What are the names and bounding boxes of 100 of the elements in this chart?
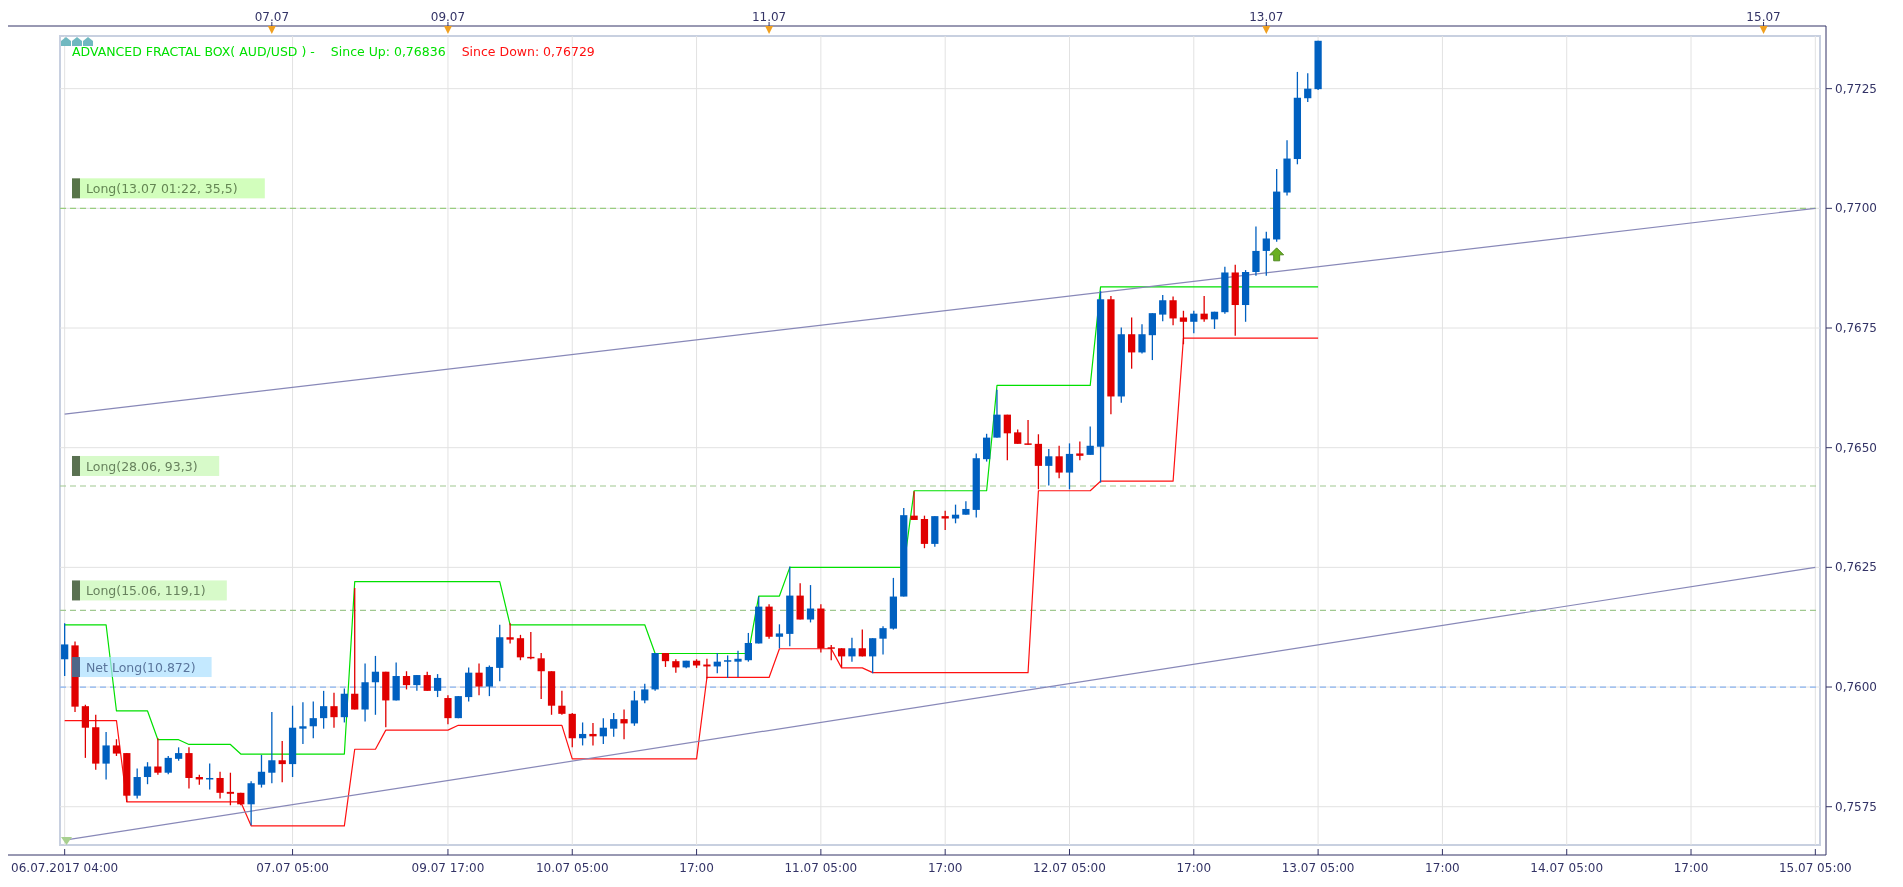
candlestick <box>599 717 607 745</box>
y-tick-label: 0,7575 <box>1835 799 1877 814</box>
x-tick-label: 10.07 05:00 <box>535 861 609 875</box>
candlestick <box>869 637 877 674</box>
text: Since Up: 0,76836 <box>330 44 446 59</box>
candlestick <box>351 587 359 711</box>
candlestick <box>589 722 597 747</box>
x-tick-label: 15.07 05:00 <box>1778 861 1852 875</box>
candlestick <box>226 772 235 806</box>
x-tick-label: 11.07 05:00 <box>784 861 858 875</box>
candlestick <box>982 433 991 463</box>
candlestick <box>1076 440 1084 461</box>
text: 09.07 <box>430 10 466 24</box>
candlestick <box>278 740 286 783</box>
line-series <box>64 286 1319 755</box>
x-tick-label: 17:00 <box>1176 861 1212 875</box>
candlestick <box>630 690 639 727</box>
candlestick <box>423 671 431 692</box>
y-tick-label: 0,7725 <box>1835 81 1877 96</box>
candlestick <box>1055 445 1063 479</box>
text: 15.07 <box>1746 10 1781 24</box>
candlestick <box>516 634 525 661</box>
candlestick <box>1159 294 1167 322</box>
candlestick <box>941 510 949 531</box>
candlestick <box>433 673 442 698</box>
candlestick <box>744 632 752 663</box>
line-series <box>64 337 1319 827</box>
candlestick <box>558 690 566 716</box>
candlestick <box>133 767 141 800</box>
candlestick <box>1304 72 1312 103</box>
candlestick <box>309 700 317 739</box>
x-tick-label: 13.07 05:00 <box>1281 861 1355 875</box>
candlestick <box>910 490 918 521</box>
candlestick <box>1024 419 1032 446</box>
candlestick <box>320 690 328 730</box>
x-tick-label: 07.07 05:00 <box>256 861 329 875</box>
candlestick <box>485 664 494 697</box>
candlestick <box>1045 448 1053 487</box>
candlestick <box>143 761 152 785</box>
x-tick-label: 09.07 17:00 <box>411 861 485 875</box>
ref-line-label: Net Long(10.872) <box>86 660 196 676</box>
candlestick <box>1169 295 1177 326</box>
candlestick <box>444 694 452 726</box>
candlestick <box>962 500 970 516</box>
candlestick <box>1262 231 1270 277</box>
x-tick-label: 17:00 <box>1673 861 1709 875</box>
x-tick-label: 17:00 <box>927 861 963 875</box>
candlestick <box>330 692 338 729</box>
text: 11.07 <box>751 10 787 24</box>
candlestick <box>371 655 380 716</box>
ref-line-label: Long(15.06, 119,1) <box>86 583 206 599</box>
candlestick <box>951 504 960 524</box>
y-tick-label: 0,7625 <box>1835 560 1877 575</box>
candlestick <box>299 701 307 745</box>
y-tick-label: 0,7600 <box>1835 680 1877 695</box>
candlestick <box>858 628 866 658</box>
candlestick <box>257 754 266 789</box>
y-tick-label: 0,7650 <box>1835 440 1877 455</box>
ref-line-label: Long(28.06, 93,3) <box>86 458 198 474</box>
candlestick <box>61 622 69 677</box>
candlestick <box>1252 225 1260 277</box>
candlestick <box>1128 316 1136 370</box>
candlestick <box>806 584 815 624</box>
text: Since Down: 0,76729 <box>461 44 595 59</box>
x-tick-label: 17:00 <box>679 861 714 875</box>
candlestick <box>475 662 483 696</box>
candlestick <box>216 771 224 800</box>
candlestick <box>340 687 348 724</box>
candlestick <box>620 708 628 740</box>
ref-line-label: Long(13.07 01:22, 35,5) <box>86 181 238 197</box>
candlestick <box>1034 433 1043 490</box>
candlestick <box>1179 310 1188 345</box>
x-tick-label: 17:00 <box>1425 861 1460 875</box>
candlestick <box>1190 310 1198 334</box>
candlestick <box>537 652 545 700</box>
candlestick <box>247 780 255 827</box>
text: 07.07 <box>254 10 290 24</box>
candlestick <box>641 683 649 704</box>
candlestick <box>837 647 846 669</box>
candlestick <box>102 731 110 781</box>
candlestick <box>1003 414 1011 461</box>
candlestick <box>1086 425 1094 456</box>
candlestick <box>81 704 90 759</box>
candlestick <box>879 625 887 656</box>
candlestick <box>775 623 784 649</box>
candlestick <box>578 721 587 747</box>
candlestick <box>402 670 411 691</box>
x-tick-label: 12.07 05:00 <box>1033 861 1106 875</box>
y-tick-label: 0,7675 <box>1835 321 1877 336</box>
candlestick <box>724 654 732 679</box>
text: ADVANCED FRACTAL BOX( AUD/USD ) - <box>72 44 315 59</box>
y-tick-label: 0,7700 <box>1835 201 1877 216</box>
x-tick-label: 06.07.2017 04:00 <box>11 861 119 875</box>
candlestick <box>1148 312 1156 361</box>
candlestick <box>734 650 742 678</box>
candlestick <box>1138 323 1146 355</box>
x-tick-label: 14.07 05:00 <box>1530 861 1604 875</box>
candlestick <box>154 737 162 776</box>
text: 13.07 <box>1249 10 1284 24</box>
candlestick <box>993 389 1001 439</box>
